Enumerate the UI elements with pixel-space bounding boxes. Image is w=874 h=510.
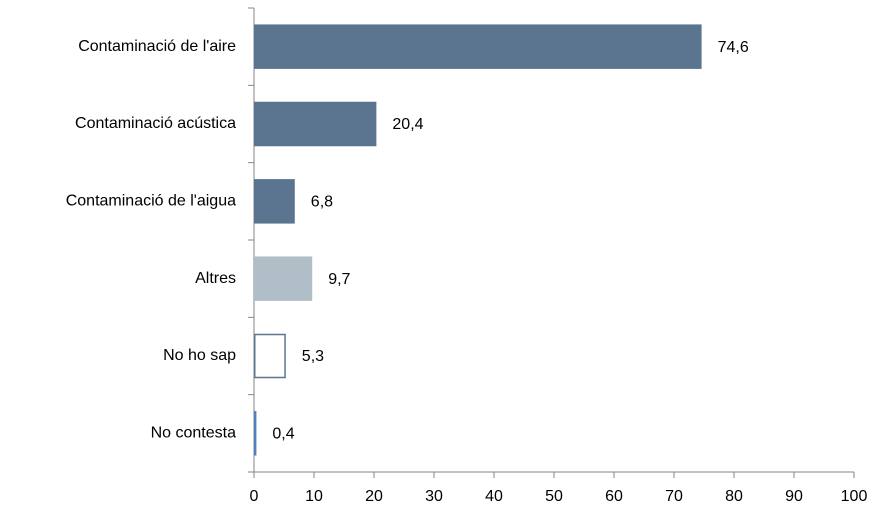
- value-label: 0,4: [272, 426, 294, 443]
- value-label: 20,4: [392, 116, 423, 133]
- bar: [254, 411, 257, 456]
- x-tick-label: 80: [725, 488, 743, 505]
- bar: [254, 256, 313, 301]
- x-tick-label: 60: [605, 488, 623, 505]
- y-tick-label: Contaminació acústica: [75, 115, 236, 132]
- x-tick-label: 0: [250, 488, 259, 505]
- bar: [254, 179, 295, 224]
- bar: [254, 24, 702, 69]
- x-tick-label: 50: [545, 488, 563, 505]
- x-tick-label: 100: [841, 488, 868, 505]
- bar: [254, 333, 286, 379]
- value-label: 9,7: [328, 271, 350, 288]
- y-tick-label: Altres: [195, 270, 236, 287]
- bar: [254, 101, 377, 147]
- value-label: 74,6: [718, 39, 749, 56]
- x-tick-label: 40: [485, 488, 503, 505]
- y-tick-label: Contaminació de l'aigua: [66, 193, 236, 210]
- y-tick-label: No contesta: [151, 425, 236, 442]
- x-tick-label: 90: [785, 488, 803, 505]
- x-tick-label: 30: [425, 488, 443, 505]
- value-label: 6,8: [311, 194, 333, 211]
- x-tick-label: 10: [305, 488, 323, 505]
- value-label: 5,3: [302, 348, 324, 365]
- x-tick-label: 70: [665, 488, 683, 505]
- y-tick-label: No ho sap: [163, 347, 236, 364]
- x-tick-label: 20: [365, 488, 383, 505]
- y-tick-label: Contaminació de l'aire: [78, 38, 236, 55]
